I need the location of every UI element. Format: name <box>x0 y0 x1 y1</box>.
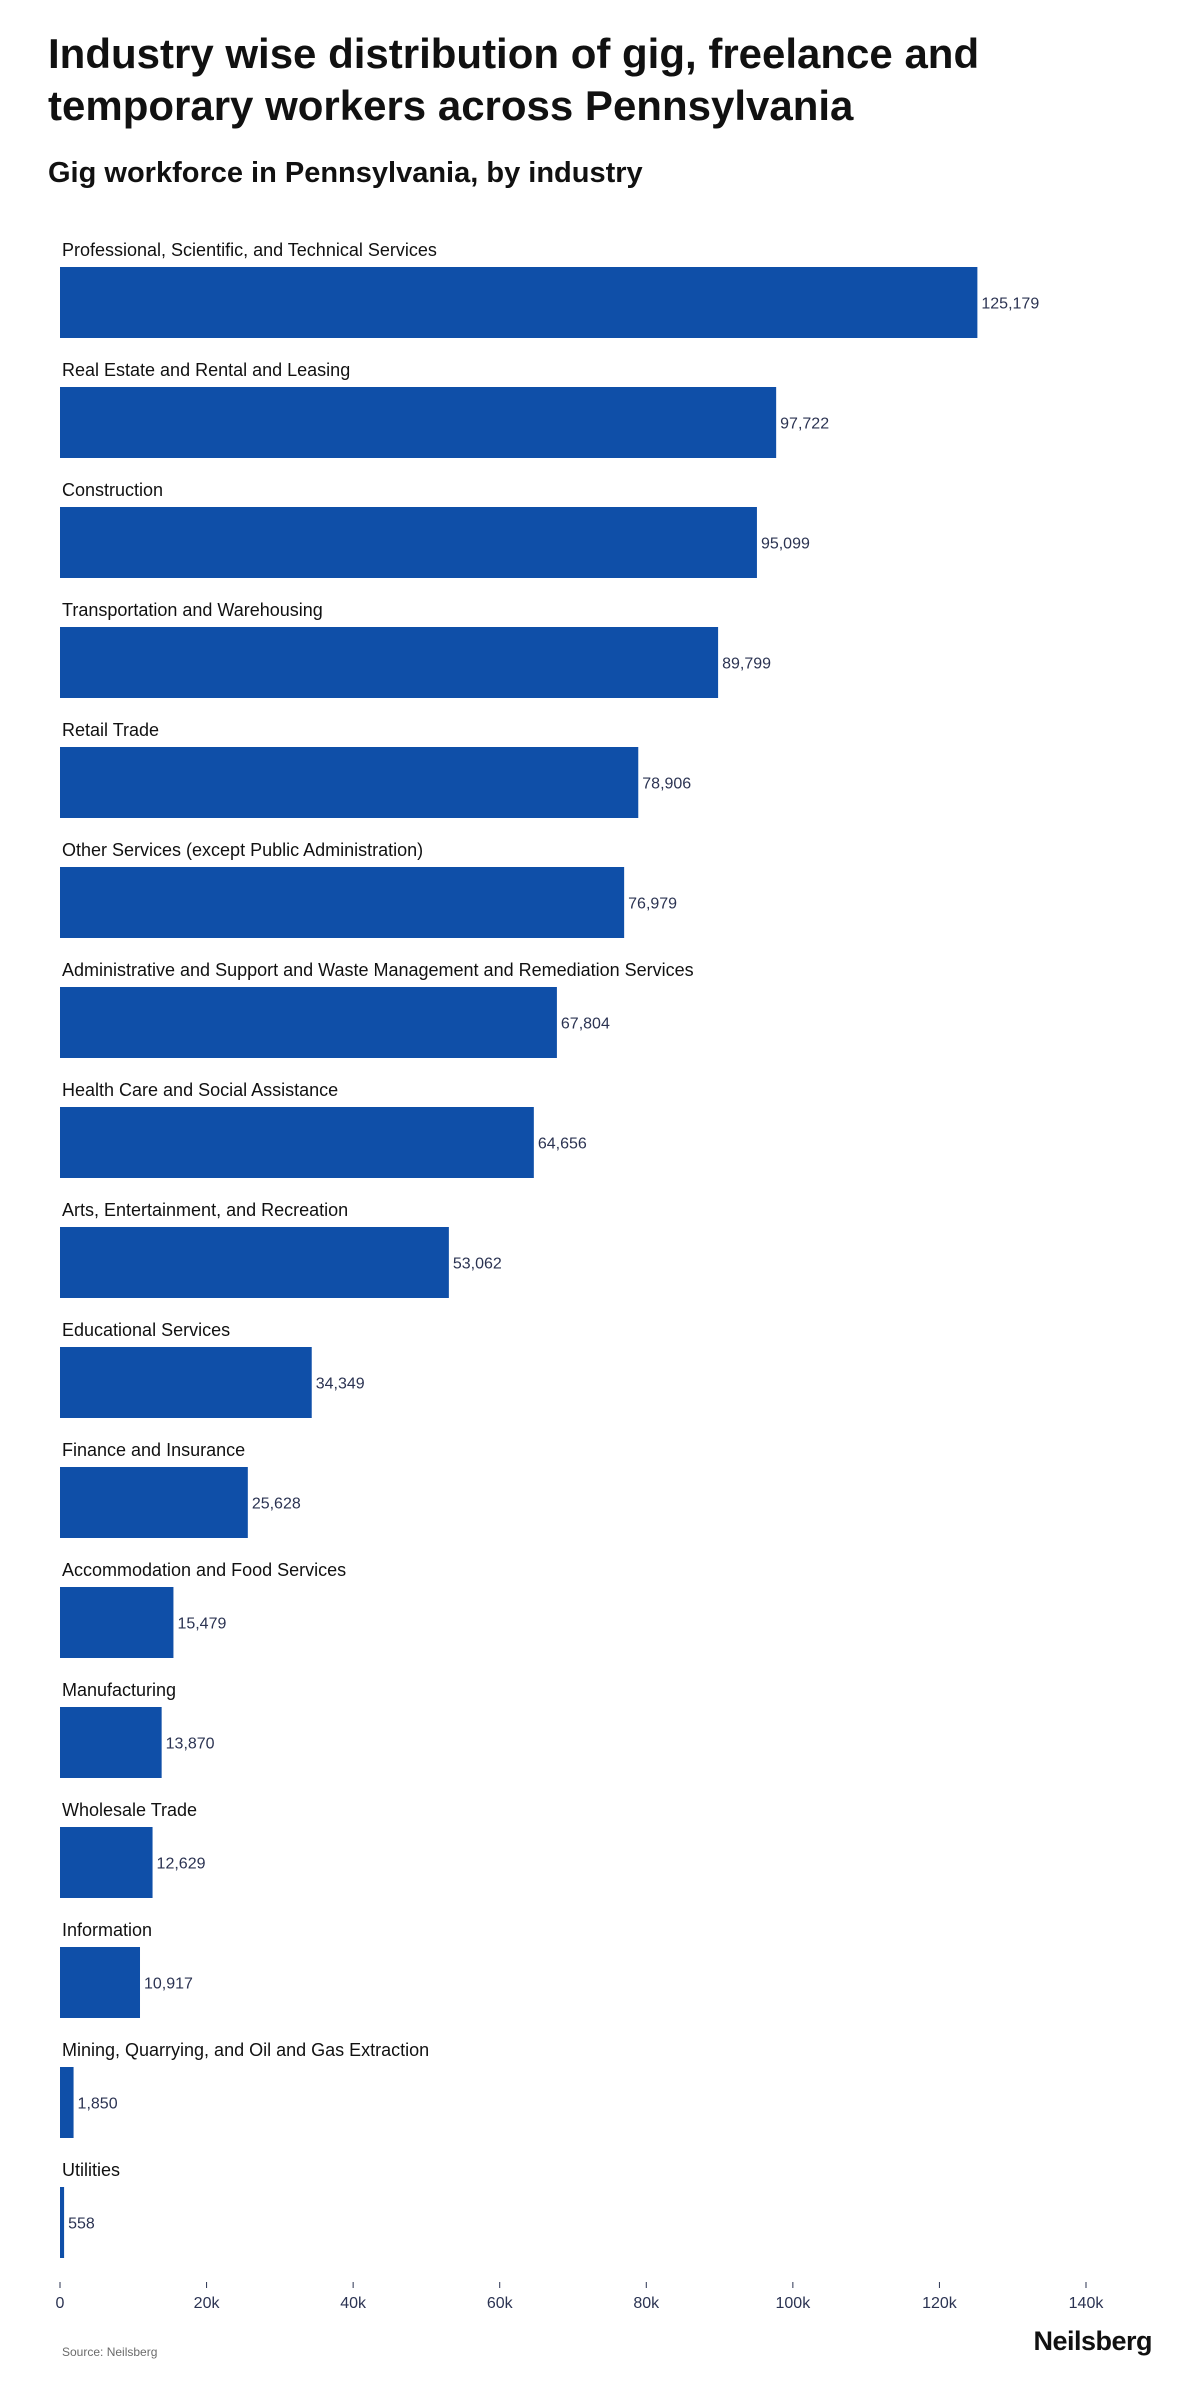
value-label: 34,349 <box>316 1376 365 1393</box>
value-label: 95,099 <box>761 536 810 553</box>
bar <box>60 1227 449 1298</box>
category-label: Mining, Quarrying, and Oil and Gas Extra… <box>62 2040 429 2060</box>
page-title: Industry wise distribution of gig, freel… <box>48 30 980 129</box>
bar <box>60 1347 312 1418</box>
category-label: Finance and Insurance <box>62 1440 245 1460</box>
category-label: Other Services (except Public Administra… <box>62 840 423 860</box>
x-tick-label: 120k <box>922 2295 958 2312</box>
x-tick-label: 80k <box>633 2295 660 2312</box>
category-label: Educational Services <box>62 1320 230 1340</box>
bar <box>60 387 777 458</box>
category-label: Information <box>62 1920 152 1940</box>
x-tick-label: 40k <box>340 2295 367 2312</box>
bar <box>60 867 625 938</box>
value-label: 12,629 <box>157 1856 206 1873</box>
x-tick-label: 100k <box>776 2295 812 2312</box>
bar <box>60 747 639 818</box>
value-label: 78,906 <box>642 776 691 793</box>
value-label: 558 <box>68 2216 95 2233</box>
value-label: 89,799 <box>722 656 771 673</box>
value-label: 53,062 <box>453 1256 502 1273</box>
value-label: 1,850 <box>78 2096 118 2113</box>
category-label: Utilities <box>62 2160 120 2180</box>
bar <box>60 1827 153 1898</box>
category-label: Construction <box>62 480 163 500</box>
bar <box>60 1587 174 1658</box>
source-note: Source: Neilsberg <box>62 2345 158 2359</box>
category-label: Accommodation and Food Services <box>62 1560 346 1580</box>
category-label: Transportation and Warehousing <box>62 600 323 620</box>
bar <box>60 267 978 338</box>
value-label: 64,656 <box>538 1136 587 1153</box>
chart-subtitle: Gig workforce in Pennsylvania, by indust… <box>48 157 643 189</box>
bar <box>60 1947 141 2018</box>
value-label: 25,628 <box>252 1496 301 1513</box>
category-label: Wholesale Trade <box>62 1800 197 1820</box>
bar <box>60 507 757 578</box>
bar <box>60 987 557 1058</box>
brand-logo: Neilsberg <box>1033 2326 1152 2356</box>
category-label: Professional, Scientific, and Technical … <box>62 240 437 260</box>
category-label: Retail Trade <box>62 720 159 740</box>
bar <box>60 1467 248 1538</box>
value-label: 76,979 <box>628 896 677 913</box>
category-label: Real Estate and Rental and Leasing <box>62 360 350 380</box>
value-label: 15,479 <box>177 1616 226 1633</box>
value-label: 125,179 <box>981 296 1039 313</box>
bar <box>60 2067 74 2138</box>
category-label: Manufacturing <box>62 1680 176 1700</box>
value-label: 13,870 <box>166 1736 215 1753</box>
category-label: Arts, Entertainment, and Recreation <box>62 1200 348 1220</box>
bar <box>60 1707 162 1778</box>
bar <box>60 1107 534 1178</box>
value-label: 67,804 <box>561 1016 610 1033</box>
value-label: 97,722 <box>780 416 829 433</box>
x-tick-label: 140k <box>1069 2295 1105 2312</box>
category-label: Health Care and Social Assistance <box>62 1080 338 1100</box>
x-tick-label: 60k <box>487 2295 514 2312</box>
bar <box>60 2187 65 2258</box>
x-tick-label: 20k <box>194 2295 221 2312</box>
x-tick-label: 0 <box>56 2295 65 2312</box>
category-label: Administrative and Support and Waste Man… <box>62 960 694 980</box>
bar <box>60 627 719 698</box>
value-label: 10,917 <box>144 1976 193 1993</box>
